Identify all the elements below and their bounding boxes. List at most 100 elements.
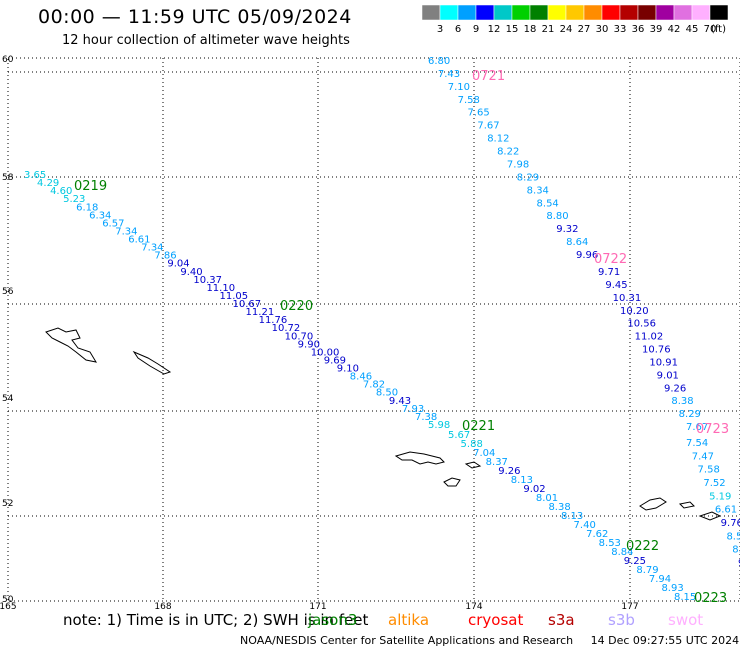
wave-height-reading: 7.10 <box>448 82 470 93</box>
footer-credit: NOAA/NESDIS Center for Satellite Applica… <box>240 634 740 647</box>
satellite-legend-s3a: s3a <box>548 611 575 629</box>
wave-height-reading: 11.76 <box>259 315 288 326</box>
wave-height-reading: 7.98 <box>507 159 529 170</box>
wave-height-reading: 9.76 <box>721 518 740 529</box>
satellite-legend-jason3: jason3 <box>308 611 358 629</box>
wave-height-reading: 8.34 <box>527 185 549 196</box>
footer-note: note: 1) Time is in UTC; 2) SWH is in fe… <box>63 611 369 629</box>
scale-label: 36 <box>632 24 645 35</box>
wave-height-reading: 8.53 <box>599 538 621 549</box>
lat-tick-label: 56 <box>2 287 14 297</box>
track-time-label: 0219 <box>74 179 107 194</box>
wave-height-reading: 9.96 <box>576 250 598 261</box>
wave-height-reading: 9.01 <box>657 370 679 381</box>
wave-height-reading: 7.65 <box>467 108 489 119</box>
map-title: 00:00 — 11:59 UTC 05/09/2024 <box>38 6 352 28</box>
satellite-legend-cryosat: cryosat <box>468 611 524 629</box>
wave-height-reading: 11.02 <box>635 332 664 343</box>
lon-tick-label: 174 <box>465 602 482 612</box>
wave-height-reading: 8.46 <box>350 372 372 383</box>
wave-height-color-scale: 3 6 9 12 15 18 21 24 27 30 33 36 39 42 45 70(ft) <box>422 5 728 35</box>
wave-height-reading: 7.94 <box>649 574 671 585</box>
wave-height-reading: 7.58 <box>698 465 720 476</box>
wave-height-reading: 8.50 <box>376 388 398 399</box>
scale-label: 18 <box>524 24 537 35</box>
wave-height-reading: 4.29 <box>37 178 59 189</box>
lon-tick-label: 177 <box>621 602 638 612</box>
scale-unit: (ft) <box>711 24 726 35</box>
wave-height-reading: 7.54 <box>686 438 708 449</box>
wave-height-reading: 7.52 <box>703 478 725 489</box>
wave-height-reading: 8.01 <box>536 493 558 504</box>
wave-height-reading: 7.62 <box>586 529 608 540</box>
wave-height-reading: 9.69 <box>324 355 346 366</box>
wave-height-reading: 9.02 <box>523 484 545 495</box>
wave-height-reading: 8.58 <box>726 531 740 542</box>
track-time-label: 0722 <box>594 252 627 267</box>
wave-height-reading: 10.37 <box>193 275 222 286</box>
wave-height-reading: 7.82 <box>363 380 385 391</box>
wave-height-reading: 10.20 <box>620 306 649 317</box>
wave-height-reading: 6.18 <box>76 202 98 213</box>
wave-height-reading: 8.15 <box>674 592 696 603</box>
wave-height-reading: 8.37 <box>486 457 508 468</box>
wave-height-reading: 4.60 <box>50 186 72 197</box>
wave-height-reading: 6.34 <box>89 210 111 221</box>
track-time-label: 0221 <box>462 419 495 434</box>
wave-height-reading: 5.19 <box>709 491 731 502</box>
scale-label: 39 <box>650 24 663 35</box>
wave-height-reading: 8.13 <box>561 511 583 522</box>
lat-tick-label: 52 <box>2 499 13 509</box>
wave-height-reading: 5.88 <box>461 439 483 450</box>
lon-tick-label: 168 <box>154 602 171 612</box>
scale-label: 45 <box>686 24 699 35</box>
scale-label: 30 <box>596 24 609 35</box>
wave-height-reading: 8.38 <box>548 502 570 513</box>
wave-height-reading: 10.67 <box>233 299 262 310</box>
wave-height-reading: 9. <box>738 558 740 569</box>
scale-label: 27 <box>578 24 591 35</box>
satellite-legend-altika: altika <box>388 611 430 629</box>
lat-tick-label: 58 <box>2 173 14 183</box>
wave-height-reading: 9.26 <box>664 383 686 394</box>
lon-tick-label: 165 <box>0 602 17 612</box>
map-subtitle: 12 hour collection of altimeter wave hei… <box>62 33 350 48</box>
wave-height-reading: 11.05 <box>219 291 248 302</box>
wave-height-reading: 6.80 <box>428 56 450 67</box>
wave-height-reading: 8.5 <box>732 545 740 556</box>
wave-height-reading: 11.21 <box>246 307 275 318</box>
scale-label: 70 <box>704 24 717 35</box>
wave-height-reading: 7.38 <box>415 412 437 423</box>
wave-height-reading: 7.86 <box>154 251 176 262</box>
wave-height-reading: 8.22 <box>497 147 519 158</box>
wave-height-reading: 7.67 <box>477 121 499 132</box>
lat-tick-label: 54 <box>2 394 14 404</box>
scale-label: 24 <box>560 24 573 35</box>
wave-height-reading: 8.84 <box>611 547 633 558</box>
wave-height-reading: 8.29 <box>517 172 539 183</box>
scale-label: 6 <box>455 24 461 35</box>
lon-tick-label: 171 <box>309 602 326 612</box>
scale-label: 21 <box>542 24 555 35</box>
wave-height-reading: 9.90 <box>298 339 320 350</box>
wave-height-reading: 9.25 <box>624 556 646 567</box>
wave-height-reading: 9.04 <box>167 259 189 270</box>
wave-height-reading: 7.43 <box>438 69 460 80</box>
scale-label: 15 <box>506 24 519 35</box>
track-time-label: 0223 <box>694 591 727 606</box>
satellite-legend-s3b: s3b <box>608 611 635 629</box>
wave-height-reading: 8.29 <box>679 409 701 420</box>
scale-swatch <box>709 5 728 21</box>
map-frame <box>7 57 740 602</box>
lat-tick-label: 60 <box>2 55 14 65</box>
wave-height-reading: 10.72 <box>272 323 301 334</box>
wave-height-reading: 7.40 <box>574 520 596 531</box>
wave-height-reading: 7.58 <box>458 95 480 106</box>
wave-height-reading: 7.04 <box>473 448 495 459</box>
scale-label: 42 <box>668 24 681 35</box>
wave-height-reading: 10.91 <box>649 357 678 368</box>
wave-height-reading: 8.12 <box>487 134 509 145</box>
coastline-outlines <box>45 327 722 521</box>
wave-height-reading: 10.70 <box>285 331 314 342</box>
